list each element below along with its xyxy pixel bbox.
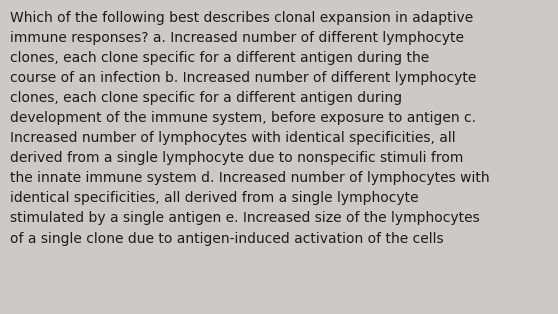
Text: Which of the following best describes clonal expansion in adaptive
immune respon: Which of the following best describes cl… bbox=[10, 11, 490, 246]
